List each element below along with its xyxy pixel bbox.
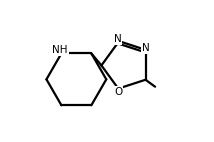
Text: NH: NH bbox=[52, 45, 68, 55]
Text: N: N bbox=[114, 34, 122, 44]
Text: N: N bbox=[142, 43, 150, 53]
Text: O: O bbox=[114, 87, 122, 97]
